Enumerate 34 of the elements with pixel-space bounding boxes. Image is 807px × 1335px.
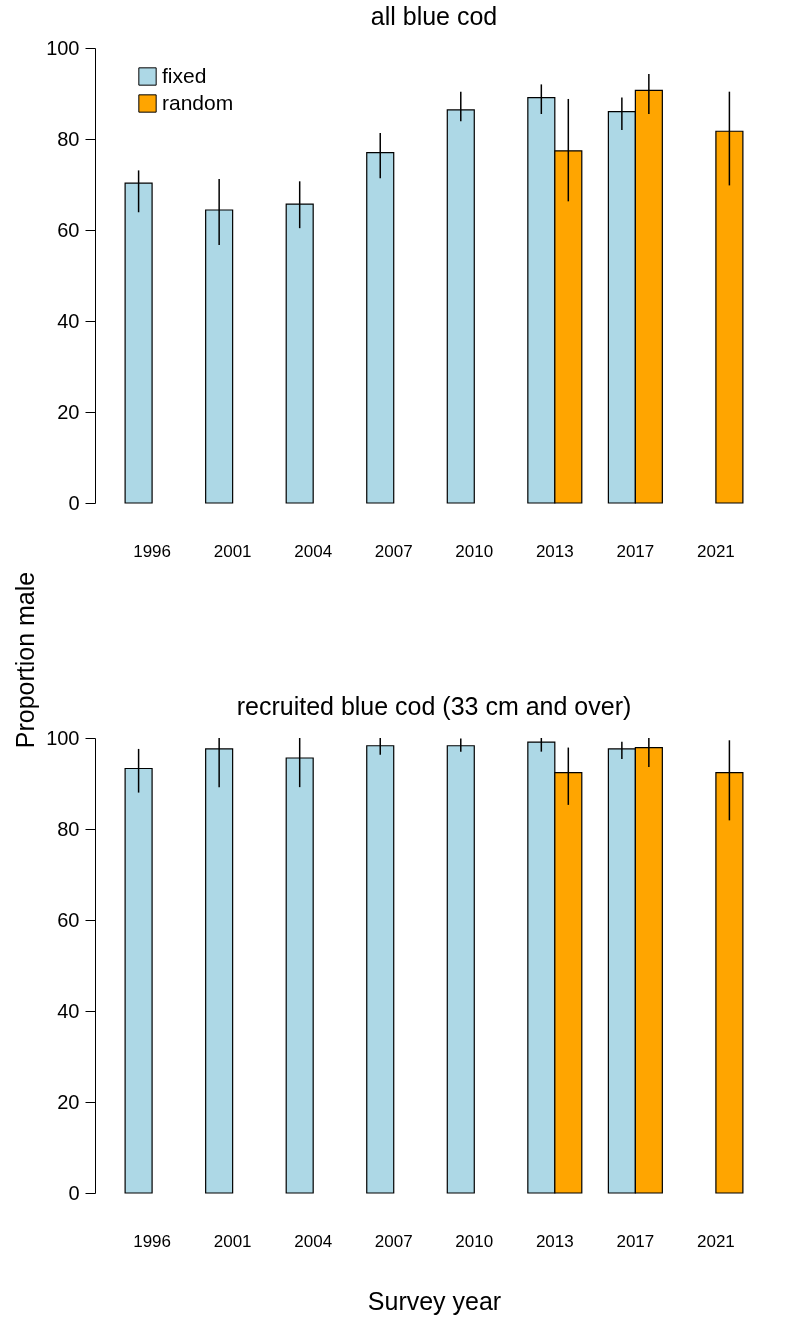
chart-title: recruited blue cod (33 cm and over): [236, 692, 632, 720]
y-tick-label: 0: [68, 1181, 80, 1204]
y-tick-label: 100: [46, 726, 80, 749]
x-tick-label: 2010: [455, 541, 494, 561]
x-tick-label: 2004: [294, 541, 333, 561]
y-tick-label: 20: [57, 400, 80, 423]
x-axis-title: Survey year: [367, 1286, 502, 1315]
y-tick-label: 60: [57, 908, 80, 931]
x-tick-label: 2010: [455, 1231, 494, 1251]
x-tick-label: 2017: [616, 1231, 655, 1251]
y-tick-label: 40: [57, 309, 80, 332]
x-tick-label: 2004: [294, 1231, 333, 1251]
y-tick-label: 0: [68, 491, 80, 514]
y-tick-label: 40: [57, 999, 80, 1022]
y-tick-label: 80: [57, 817, 80, 840]
x-tick-label: 2013: [535, 541, 574, 561]
legend-label: fixed: [162, 63, 207, 87]
x-tick-label: 2001: [213, 541, 252, 561]
x-tick-label: 2007: [374, 541, 413, 561]
x-tick-label: 2021: [696, 1231, 735, 1251]
x-tick-label: 1996: [133, 541, 172, 561]
chart-title: all blue cod: [370, 2, 498, 30]
legend-label: random: [162, 90, 234, 114]
y-tick-label: 100: [46, 36, 80, 59]
x-tick-label: 1996: [133, 1231, 172, 1251]
y-tick-label: 20: [57, 1090, 80, 1113]
x-tick-label: 2013: [535, 1231, 574, 1251]
y-tick-label: 60: [57, 218, 80, 241]
y-axis-title: Proportion male: [10, 571, 40, 749]
x-tick-label: 2007: [374, 1231, 413, 1251]
y-tick-label: 80: [57, 127, 80, 150]
x-tick-label: 2017: [616, 541, 655, 561]
x-tick-label: 2021: [696, 541, 735, 561]
x-tick-label: 2001: [213, 1231, 252, 1251]
